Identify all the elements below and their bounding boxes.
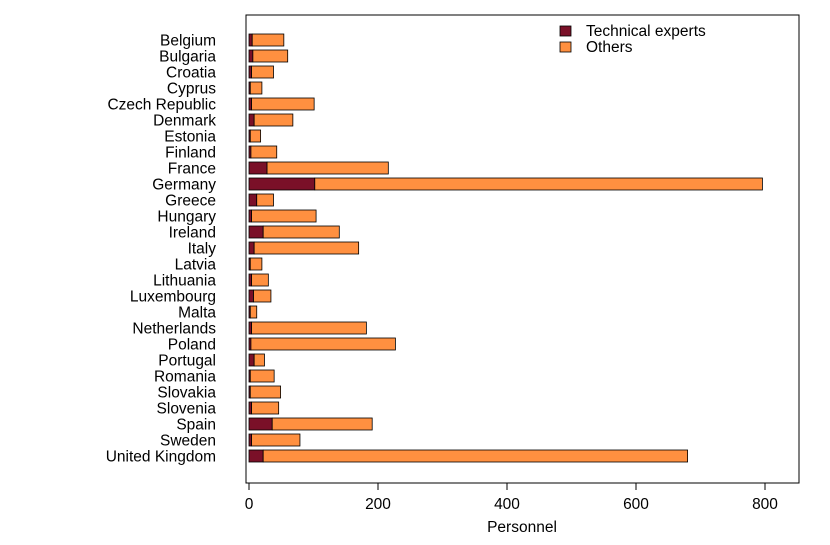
bar-technical-experts-denmark xyxy=(248,113,255,127)
category-label-croatia: Croatia xyxy=(166,65,216,82)
bar-others-italy xyxy=(253,241,360,255)
bar-technical-experts-bulgaria xyxy=(248,49,254,63)
bar-others-slovakia xyxy=(249,385,282,399)
category-label-latvia: Latvia xyxy=(175,257,217,274)
bar-others-belgium xyxy=(251,33,285,47)
bar-others-germany xyxy=(314,177,763,191)
bar-others-luxembourg xyxy=(253,289,272,303)
bar-others-lithuania xyxy=(251,273,269,287)
category-label-lithuania: Lithuania xyxy=(153,273,216,290)
category-label-portugal: Portugal xyxy=(158,353,216,370)
bar-others-slovenia xyxy=(251,401,280,415)
bar-others-netherlands xyxy=(251,321,367,335)
category-label-belgium: Belgium xyxy=(160,33,216,50)
bar-others-latvia xyxy=(249,257,263,271)
x-axis: 0 200 400 600 800 xyxy=(245,482,778,513)
bar-others-sweden xyxy=(251,433,301,447)
category-label-denmark: Denmark xyxy=(153,113,216,130)
category-label-germany: Germany xyxy=(152,177,216,194)
bar-others-hungary xyxy=(251,209,317,223)
bar-others-malta xyxy=(249,305,258,319)
bar-technical-experts-ireland xyxy=(248,225,264,239)
x-tick-label-600: 600 xyxy=(623,496,649,513)
category-label-estonia: Estonia xyxy=(164,129,216,146)
bar-others-cyprus xyxy=(249,81,263,95)
category-label-slovakia: Slovakia xyxy=(157,385,216,402)
bar-others-portugal xyxy=(253,353,265,367)
category-label-hungary: Hungary xyxy=(157,209,216,226)
bar-technical-experts-italy xyxy=(248,241,255,255)
bars xyxy=(248,33,763,463)
bar-others-poland xyxy=(250,337,396,351)
category-label-poland: Poland xyxy=(168,337,216,354)
bar-others-finland xyxy=(250,145,278,159)
bar-others-estonia xyxy=(249,129,262,143)
bar-others-romania xyxy=(249,369,275,383)
bar-others-greece xyxy=(256,193,274,207)
bar-others-spain xyxy=(271,417,373,431)
category-label-cyprus: Cyprus xyxy=(167,81,216,98)
x-tick-label-800: 800 xyxy=(752,496,778,513)
category-label-greece: Greece xyxy=(165,193,216,210)
legend-swatch-technical-experts xyxy=(559,25,572,37)
bar-others-ireland xyxy=(262,225,340,239)
category-label-italy: Italy xyxy=(188,241,217,258)
category-label-malta: Malta xyxy=(178,305,216,322)
x-axis-title: Personnel xyxy=(487,519,557,536)
bar-others-bulgaria xyxy=(252,49,289,63)
category-label-sweden: Sweden xyxy=(160,433,216,450)
category-label-united-kingdom: United Kingdom xyxy=(106,449,216,466)
bar-others-united-kingdom xyxy=(262,449,689,463)
category-label-slovenia: Slovenia xyxy=(157,401,217,418)
bar-technical-experts-portugal xyxy=(248,353,255,367)
x-tick-label-200: 200 xyxy=(365,496,391,513)
bar-others-czech-republic xyxy=(251,97,315,111)
legend-label-technical-experts: Technical experts xyxy=(586,23,706,40)
x-tick-label-400: 400 xyxy=(494,496,520,513)
category-label-france: France xyxy=(168,161,216,178)
bar-technical-experts-united-kingdom xyxy=(248,449,264,463)
legend-label-others: Others xyxy=(586,39,633,56)
category-label-ireland: Ireland xyxy=(169,225,216,242)
bar-technical-experts-spain xyxy=(248,417,273,431)
x-tick-label-0: 0 xyxy=(245,496,254,513)
category-label-finland: Finland xyxy=(165,145,216,162)
legend-swatch-others xyxy=(559,41,572,53)
bar-technical-experts-france xyxy=(248,161,268,175)
bar-technical-experts-germany xyxy=(248,177,316,191)
bar-technical-experts-luxembourg xyxy=(248,289,254,303)
bar-technical-experts-belgium xyxy=(248,33,253,47)
category-label-spain: Spain xyxy=(176,417,216,434)
bar-others-france xyxy=(266,161,389,175)
category-label-czech-republic: Czech Republic xyxy=(107,97,216,114)
category-label-luxembourg: Luxembourg xyxy=(130,289,216,306)
bar-others-croatia xyxy=(251,65,274,79)
category-label-bulgaria: Bulgaria xyxy=(159,49,216,66)
bar-technical-experts-greece xyxy=(248,193,258,207)
category-label-netherlands: Netherlands xyxy=(132,321,216,338)
bar-others-denmark xyxy=(253,113,294,127)
category-label-romania: Romania xyxy=(154,369,216,386)
